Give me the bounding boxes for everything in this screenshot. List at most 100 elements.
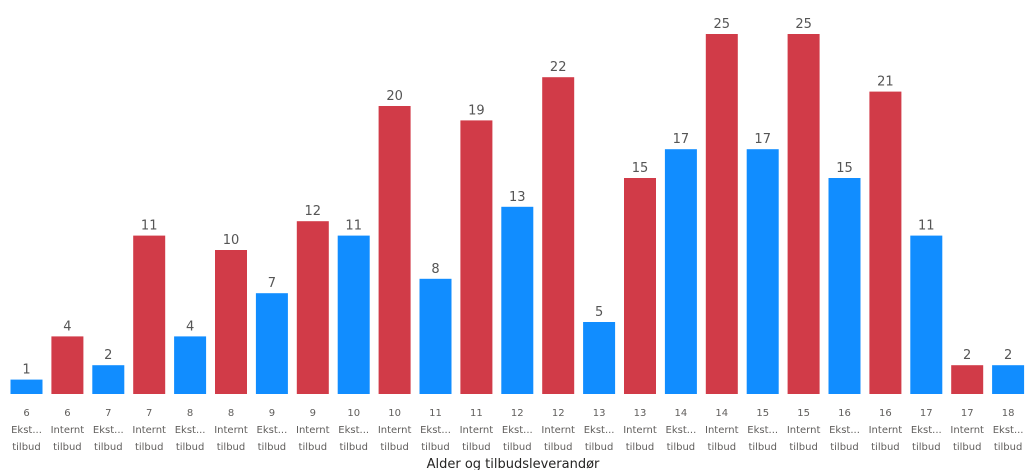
bar-age-12-internt[interactable] — [542, 77, 575, 394]
bar-age-14-internt[interactable] — [705, 34, 738, 394]
x-tick-age: 8 — [228, 408, 234, 419]
x-tick-age: 6 — [23, 408, 29, 419]
x-tick-provider: tilbud — [585, 442, 614, 453]
bar-age-10-ekst[interactable] — [337, 235, 370, 394]
bar-age-9-ekst[interactable] — [255, 293, 288, 394]
bar-age-6-internt[interactable] — [51, 336, 84, 394]
x-tick-provider: Internt — [51, 425, 85, 436]
bar-age-14-ekst[interactable] — [664, 149, 697, 394]
x-tick-age: 13 — [634, 408, 647, 419]
x-tick-provider: tilbud — [912, 442, 941, 453]
x-tick-provider: tilbud — [462, 442, 491, 453]
bar-age-17-internt[interactable] — [951, 365, 984, 394]
x-tick-provider: Ekst... — [338, 425, 369, 436]
x-tick-provider: Internt — [378, 425, 412, 436]
x-tick-provider: tilbud — [830, 442, 859, 453]
value-label: 11 — [141, 219, 158, 234]
bar-age-6-ekst[interactable] — [10, 379, 43, 394]
bar-age-13-internt[interactable] — [624, 178, 656, 394]
x-tick-provider: Ekst... — [584, 425, 615, 436]
value-label: 1 — [22, 363, 30, 378]
bars-group — [10, 34, 1025, 395]
x-tick-provider: Internt — [787, 425, 821, 436]
x-tick-age: 9 — [310, 408, 316, 419]
bar-age-18-ekst[interactable] — [992, 365, 1025, 394]
bar-age-9-internt[interactable] — [296, 221, 329, 394]
x-tick-age: 18 — [1002, 408, 1015, 419]
value-label: 22 — [550, 60, 567, 75]
bar-age-7-internt[interactable] — [133, 235, 166, 394]
value-label: 2 — [1004, 348, 1012, 363]
x-tick-provider: Ekst... — [257, 425, 288, 436]
x-tick-age: 16 — [838, 408, 851, 419]
x-tick-provider: tilbud — [626, 442, 655, 453]
x-tick-age: 7 — [146, 408, 152, 419]
bar-age-11-ekst[interactable] — [419, 278, 452, 394]
bar-age-16-ekst[interactable] — [828, 178, 861, 394]
bar-age-8-internt[interactable] — [215, 250, 247, 394]
x-tick-provider: tilbud — [708, 442, 737, 453]
x-tick-provider: Internt — [950, 425, 984, 436]
x-tick-provider: tilbud — [871, 442, 900, 453]
x-tick-provider: tilbud — [503, 442, 532, 453]
value-label: 11 — [345, 219, 362, 234]
value-label: 2 — [963, 348, 971, 363]
x-tick-provider: tilbud — [748, 442, 777, 453]
bar-age-12-ekst[interactable] — [501, 206, 534, 394]
bar-age-17-ekst[interactable] — [910, 235, 943, 394]
value-label: 15 — [632, 161, 649, 176]
x-tick-provider: Ekst... — [666, 425, 697, 436]
x-tick-provider: Ekst... — [747, 425, 778, 436]
x-tick-provider: tilbud — [953, 442, 982, 453]
x-tick-provider: tilbud — [421, 442, 450, 453]
x-tick-provider: Ekst... — [175, 425, 206, 436]
bar-age-15-internt[interactable] — [787, 34, 820, 394]
value-label: 21 — [877, 75, 894, 90]
x-tick-provider: tilbud — [667, 442, 696, 453]
x-axis-ticks: 6 Ekst... tilbud 6 Internt tilbud 7 Ekst... tilb… — [11, 408, 1023, 453]
bar-age-15-ekst[interactable] — [746, 149, 779, 394]
x-tick-provider: tilbud — [53, 442, 82, 453]
x-tick-provider: Ekst... — [911, 425, 942, 436]
x-tick-provider: tilbud — [135, 442, 164, 453]
x-tick-age: 7 — [105, 408, 111, 419]
x-tick-provider: Ekst... — [420, 425, 451, 436]
x-tick-age: 10 — [388, 408, 401, 419]
bar-age-16-internt[interactable] — [869, 91, 902, 394]
x-tick-provider: tilbud — [258, 442, 287, 453]
bar-age-10-internt[interactable] — [378, 106, 411, 394]
x-tick-age: 16 — [879, 408, 892, 419]
x-tick-provider: tilbud — [12, 442, 41, 453]
x-tick-provider: Internt — [869, 425, 903, 436]
x-tick-provider: Ekst... — [11, 425, 42, 436]
x-tick-provider: tilbud — [217, 442, 246, 453]
x-tick-provider: Internt — [541, 425, 575, 436]
value-label: 4 — [186, 319, 194, 334]
x-tick-provider: Internt — [460, 425, 494, 436]
value-label: 13 — [509, 190, 526, 205]
bar-age-13-ekst[interactable] — [583, 322, 616, 394]
x-tick-age: 17 — [920, 408, 933, 419]
bar-age-11-internt[interactable] — [460, 120, 493, 395]
value-label: 25 — [795, 17, 812, 32]
value-label: 8 — [431, 262, 439, 277]
x-tick-provider: tilbud — [299, 442, 328, 453]
x-tick-age: 13 — [593, 408, 606, 419]
x-tick-provider: Internt — [623, 425, 657, 436]
x-tick-provider: Internt — [214, 425, 248, 436]
x-tick-age: 15 — [797, 408, 810, 419]
bar-age-8-ekst[interactable] — [174, 336, 207, 394]
x-tick-age: 11 — [470, 408, 483, 419]
x-tick-age: 15 — [756, 408, 769, 419]
value-label: 5 — [595, 305, 603, 320]
x-tick-provider: tilbud — [176, 442, 205, 453]
bar-age-7-ekst[interactable] — [92, 365, 125, 394]
x-tick-provider: Internt — [132, 425, 166, 436]
x-tick-provider: tilbud — [339, 442, 368, 453]
x-tick-age: 14 — [675, 408, 688, 419]
value-label: 25 — [714, 17, 731, 32]
x-tick-age: 10 — [347, 408, 360, 419]
x-tick-age: 9 — [269, 408, 275, 419]
x-tick-age: 11 — [429, 408, 442, 419]
